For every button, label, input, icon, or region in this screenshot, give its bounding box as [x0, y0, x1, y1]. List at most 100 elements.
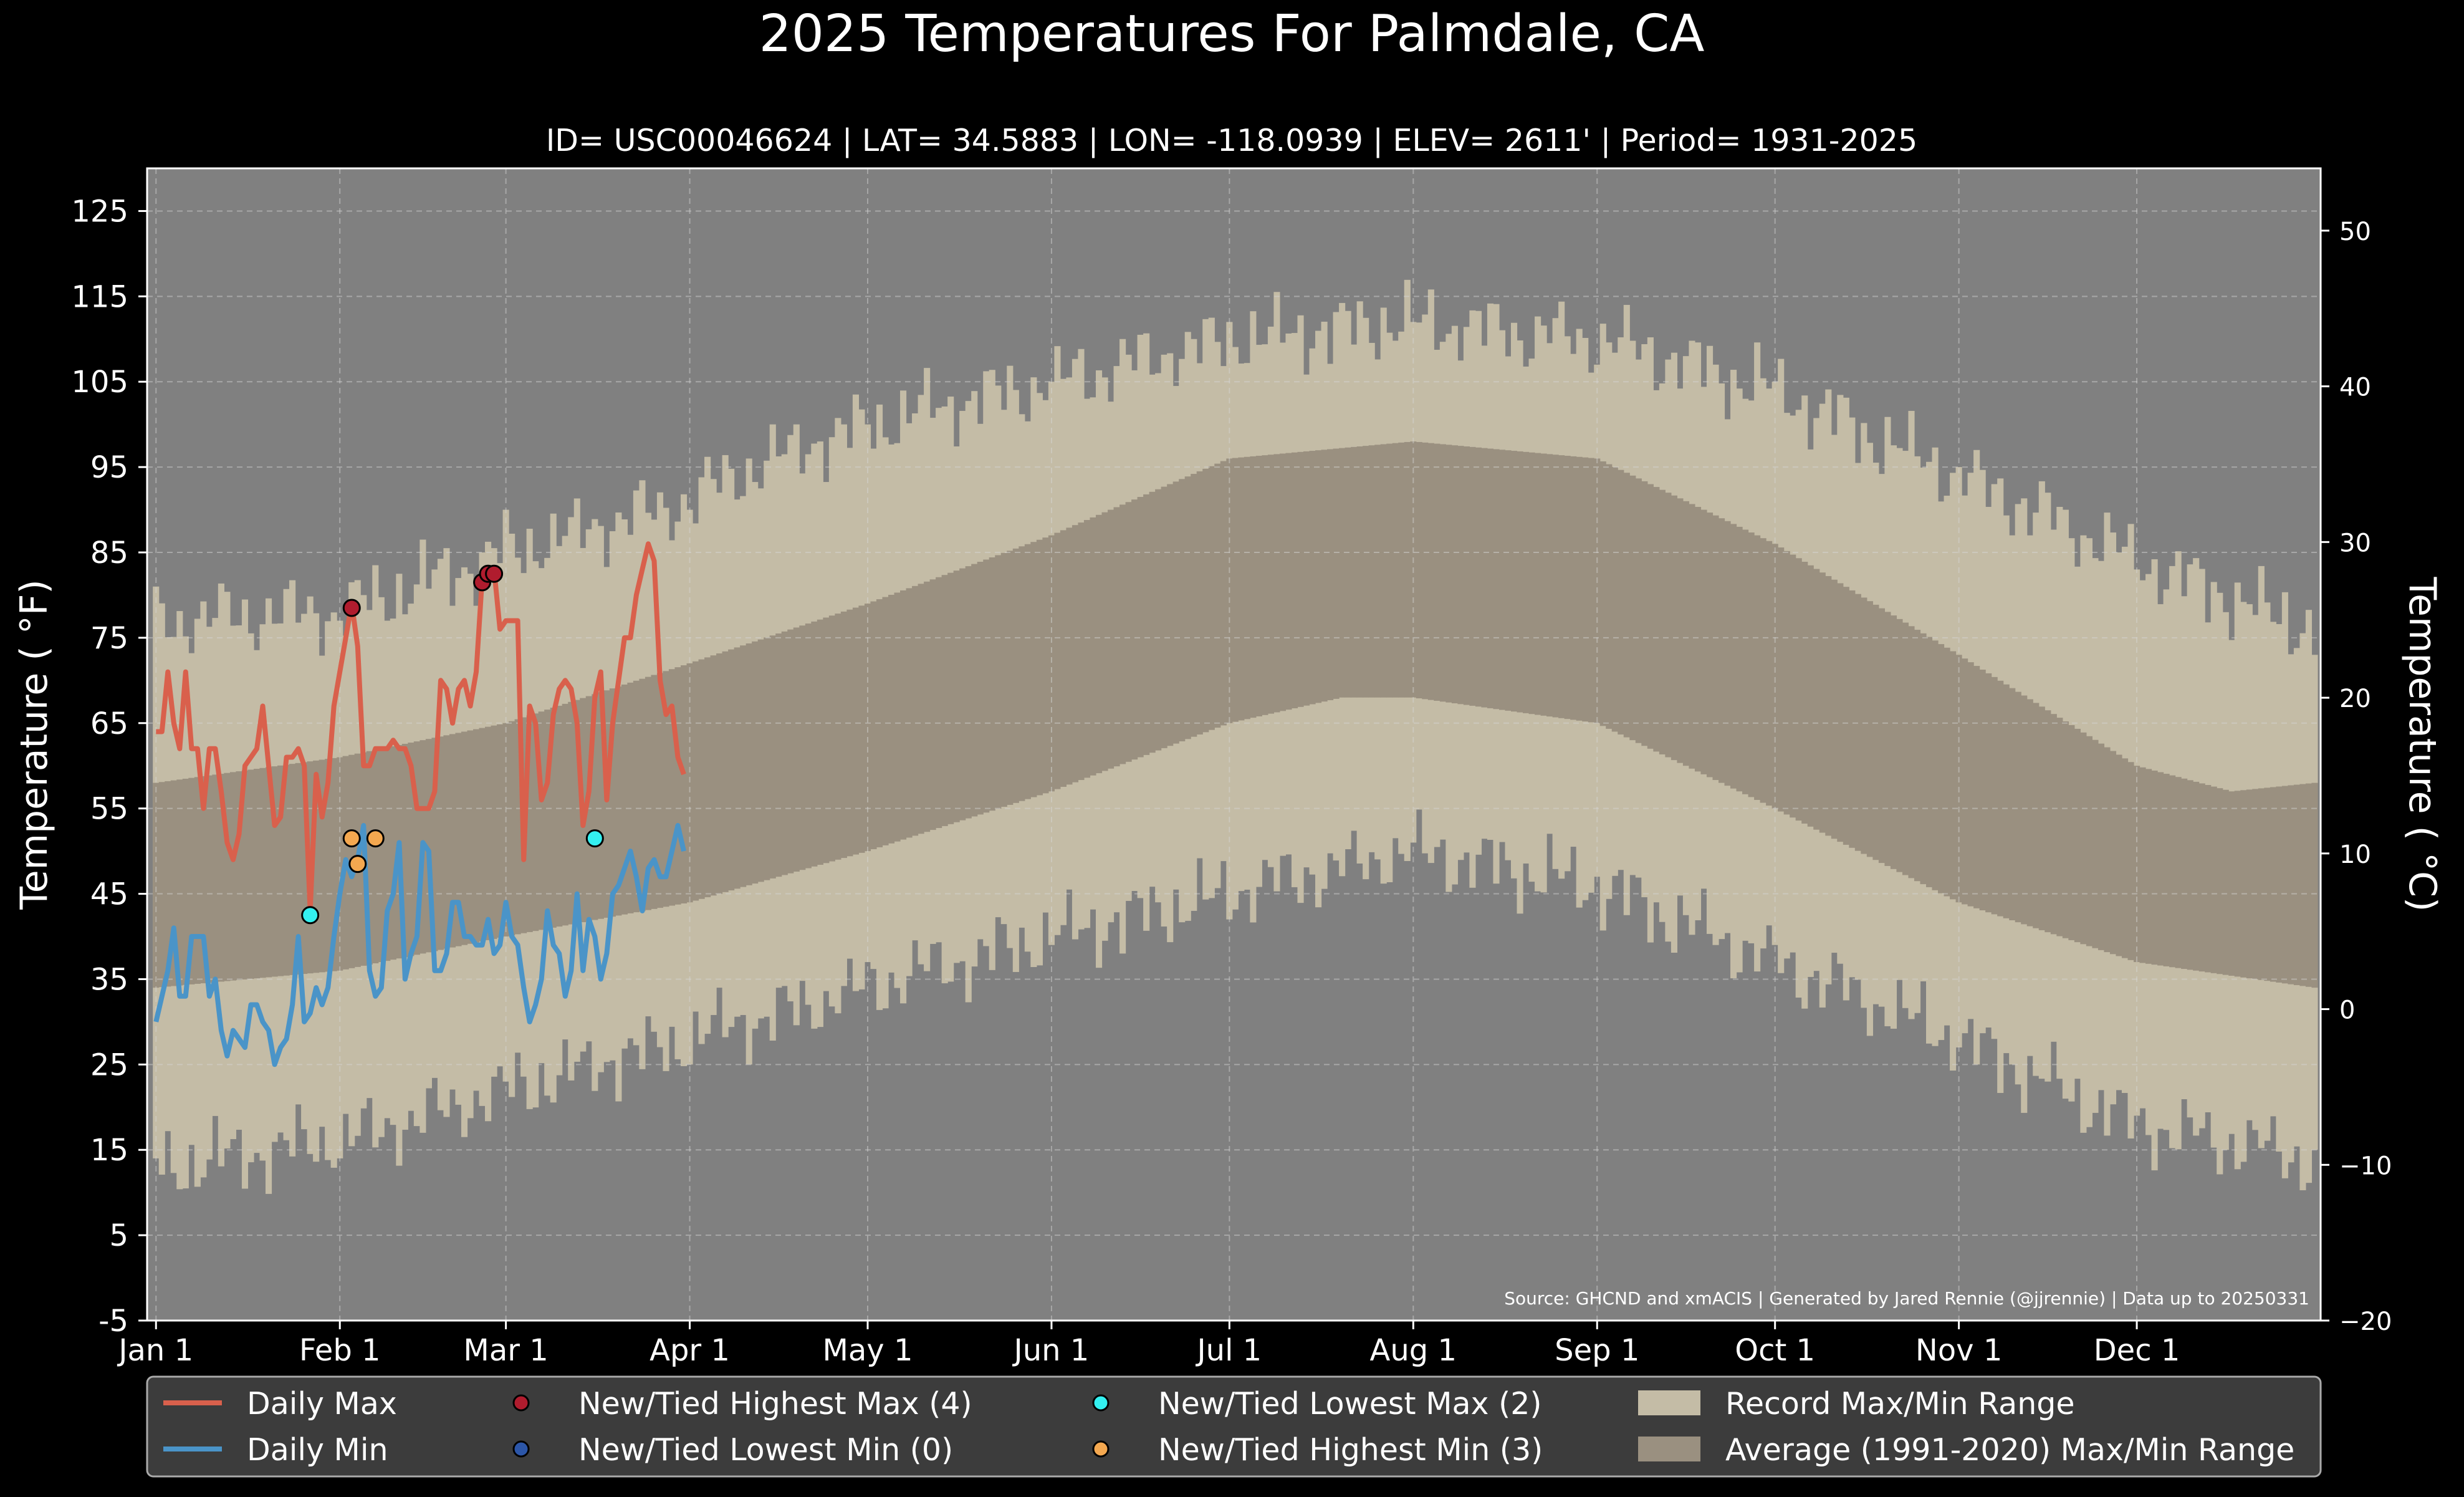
normal-range-bar [1766, 541, 1773, 806]
normal-range-bar [1101, 512, 1108, 771]
normal-range-bar [2080, 732, 2087, 945]
normal-range-bar [1191, 474, 1197, 737]
normal-range-bar [1273, 454, 1280, 713]
normal-range-bar [384, 747, 391, 961]
y-tick-label-left: 115 [71, 279, 128, 314]
normal-range-bar [2015, 691, 2021, 923]
normal-range-bar [1950, 651, 1957, 900]
normal-range-bar [2026, 699, 2033, 927]
legend-label: Daily Max [247, 1386, 397, 1422]
normal-range-bar [1920, 633, 1927, 885]
record-high-min-marker [366, 829, 385, 848]
normal-range-bar [1872, 604, 1879, 860]
normal-range-bar [390, 746, 396, 960]
normal-range-bar [1535, 453, 1541, 715]
normal-range-bar [2228, 791, 2235, 976]
normal-range-bar [1510, 451, 1518, 712]
normal-range-bar [1315, 450, 1322, 703]
normal-range-bar [1712, 515, 1719, 781]
record-markers [301, 564, 604, 925]
normal-range-bar [592, 694, 598, 920]
normal-range-bar [2288, 785, 2294, 984]
normal-range-bar [716, 653, 723, 894]
x-tick-label: Jan 1 [117, 1333, 193, 1368]
legend-label: Average (1991-2020) Max/Min Range [1725, 1432, 2294, 1468]
normal-range-bar [313, 760, 320, 973]
normal-range-bar [2050, 714, 2057, 935]
normal-range-bar [1890, 615, 1897, 869]
normal-range-bar [936, 577, 942, 829]
normal-range-bar [1517, 451, 1523, 713]
normal-range-bar [1179, 479, 1186, 741]
normal-range-bar [2009, 688, 2016, 920]
normal-range-bar [852, 607, 860, 855]
normal-range-bar [2299, 784, 2306, 986]
normal-range-bar [1267, 455, 1275, 714]
normal-range-bar [1255, 456, 1262, 716]
normal-range-bar [1849, 590, 1856, 848]
normal-range-bar [2258, 788, 2265, 980]
normal-range-bar [532, 713, 539, 931]
normal-range-bar [775, 633, 782, 877]
normal-range-bar [811, 621, 818, 867]
normal-range-bar [971, 564, 978, 817]
normal-range-bar [1944, 647, 1950, 897]
normal-range-bar [805, 623, 812, 869]
normal-range-bar [1801, 562, 1808, 824]
normal-range-bar [2175, 777, 2182, 968]
normal-range-bar [2187, 780, 2193, 970]
normal-range-bar [1279, 453, 1287, 711]
y-tick-label-left: 5 [109, 1218, 128, 1253]
normal-range-bar [929, 579, 936, 830]
normal-range-bar [1095, 514, 1103, 774]
normal-range-bar [1523, 451, 1530, 713]
normal-range-bar [472, 729, 480, 943]
legend-swatch-marker [512, 1394, 530, 1412]
normal-range-bar [840, 611, 847, 859]
normal-range-bar [764, 637, 770, 880]
normal-range-bar [645, 676, 652, 910]
normal-range-bar [1416, 441, 1422, 699]
normal-range-bar [2092, 739, 2099, 948]
normal-range-bar [1629, 475, 1636, 741]
normal-range-bar [722, 651, 729, 892]
x-tick-label: May 1 [822, 1333, 913, 1368]
normal-range-bar [1119, 504, 1126, 764]
daily-min-line [153, 823, 686, 1067]
normal-range-bar [1434, 443, 1441, 701]
normal-range-bar [1125, 502, 1132, 762]
y-tick-label-left: 125 [71, 194, 128, 229]
normal-range-bar [1635, 478, 1642, 743]
normal-range-bar [1214, 463, 1221, 728]
y-tick-label-left: -5 [98, 1304, 128, 1339]
normal-range-bar [337, 757, 343, 971]
normal-range-bar [1262, 455, 1268, 715]
normal-range-bar [1060, 530, 1067, 787]
normal-range-bar [1641, 481, 1648, 746]
normal-range-bar [443, 735, 450, 949]
normal-range-bar [461, 731, 468, 945]
normal-range-bar [2151, 770, 2158, 965]
normal-range-bar [615, 686, 622, 916]
normal-range-bar [2033, 703, 2040, 928]
normal-range-bar [1469, 446, 1476, 706]
normal-range-bar [1036, 539, 1043, 796]
normal-range-bar [295, 763, 302, 975]
normal-range-bar [1925, 637, 1933, 887]
normal-range-bar [1896, 619, 1903, 872]
normal-range-bar [497, 724, 504, 938]
y-tick-label-left: 45 [90, 877, 128, 912]
normal-range-bar [573, 700, 580, 923]
normal-range-bar [947, 572, 954, 824]
normal-range-bar [1327, 449, 1334, 701]
normal-range-bar [1012, 548, 1019, 803]
normal-range-bar [680, 665, 688, 904]
normal-range-bar [1090, 517, 1096, 776]
daily-max-line [156, 541, 686, 913]
normal-range-bar [2193, 781, 2200, 971]
normal-range-bar [2240, 790, 2247, 978]
normal-range-bar [2056, 718, 2063, 936]
normal-range-bar [247, 769, 254, 980]
y-axis-left: -5 5 15 25 35 45 55 65 75 85 95 105 115 125 [71, 194, 147, 1339]
y-tick-label-right: 30 [2339, 529, 2371, 557]
